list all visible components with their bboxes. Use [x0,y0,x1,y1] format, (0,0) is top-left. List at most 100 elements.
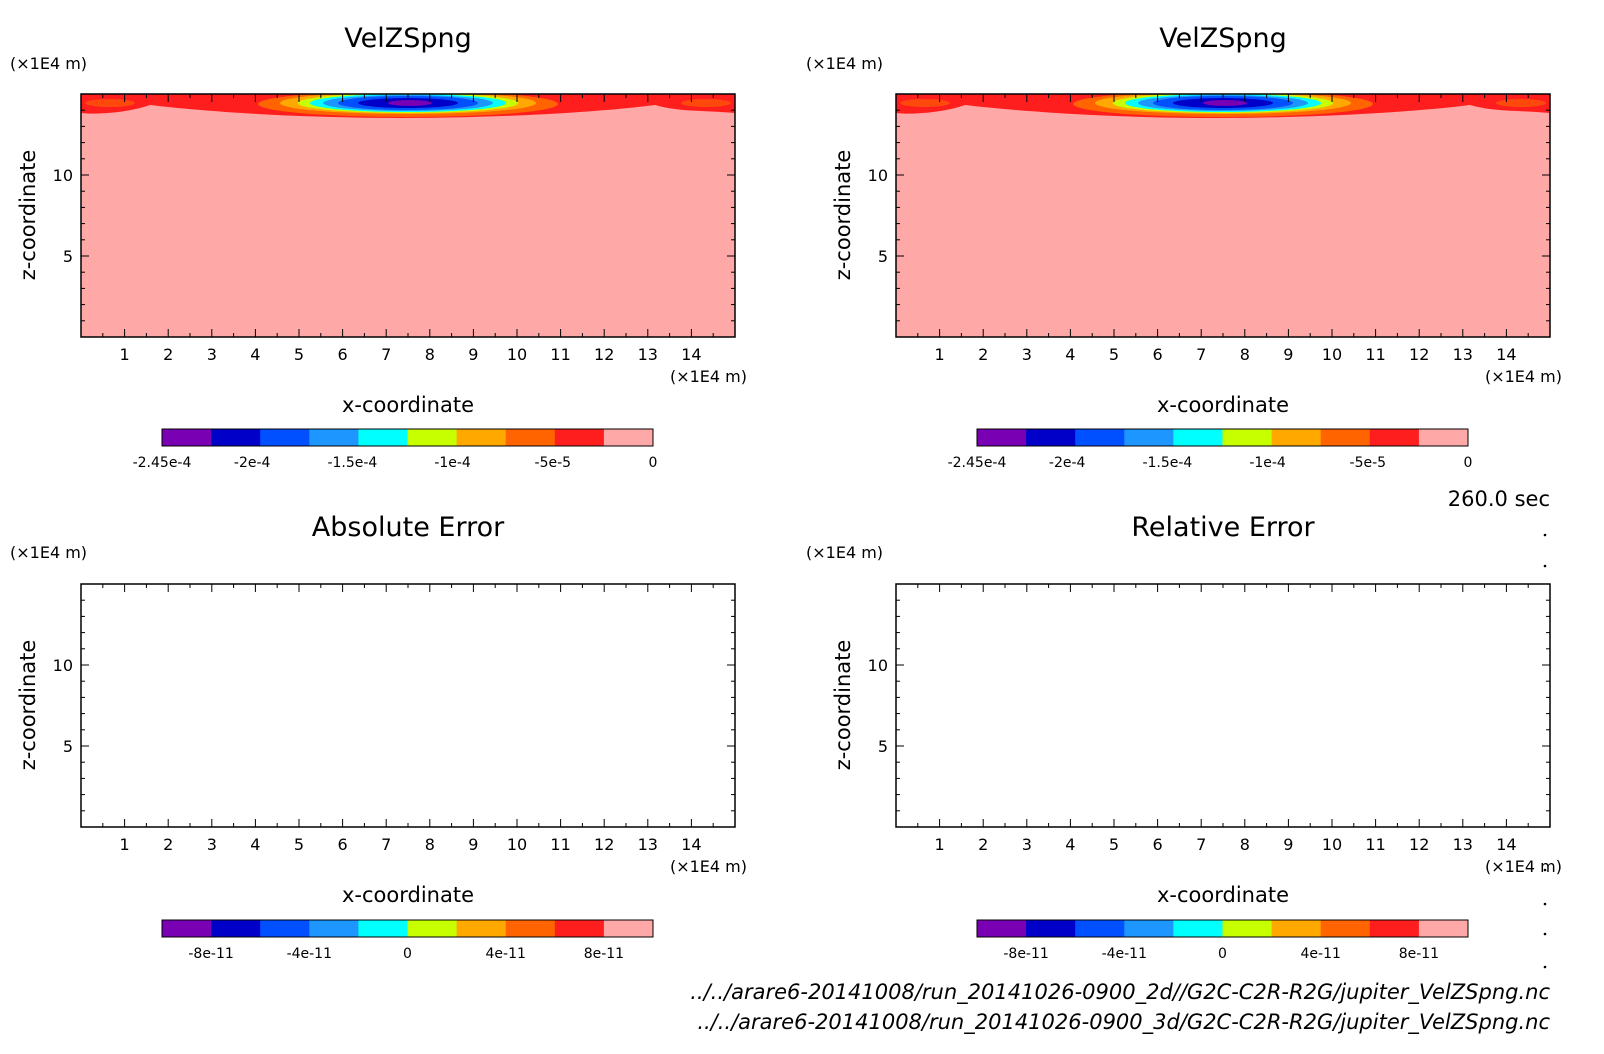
x-tick-label: 7 [381,835,391,854]
field-edge-red-left [85,99,135,107]
y-axis-label: z-coordinate [16,150,40,281]
colorbar-segment [1173,920,1223,937]
colorbar-segment [358,920,408,937]
colorbar-tick-label: -5e-5 [1350,455,1387,471]
x-tick-label: 2 [978,345,988,364]
colorbar-segment [603,429,654,446]
panel-title: VelZSpng [344,23,472,54]
file-path-2d: ../../arare6-20141008/run_20141026-0900_… [690,980,1550,1005]
colorbar-tick-label: -2.45e-4 [133,455,192,471]
y-tick-label: 10 [53,166,73,185]
y-unit-label: (×1E4 m) [10,543,87,562]
field-background [81,94,735,337]
colorbar-segment [1418,920,1469,937]
colorbar-tick-label: 8e-11 [584,946,624,962]
x-tick-label: 11 [1365,835,1385,854]
x-tick-label: 9 [1283,345,1293,364]
colorbar-tick-label: -2.45e-4 [948,455,1007,471]
colorbar-segment [1320,920,1371,937]
x-tick-label: 13 [638,345,658,364]
colorbar-segment [162,429,212,446]
x-tick-label: 10 [1322,345,1342,364]
colorbar-tick-label: 4e-11 [486,946,526,962]
field-background [896,94,1550,337]
field-edge-red-right [681,99,731,107]
x-tick-label: 5 [1109,345,1119,364]
x-tick-label: 1 [120,835,130,854]
colorbar-segment [1026,429,1076,446]
x-tick-label: 13 [638,835,658,854]
colorbar-segment [1173,429,1223,446]
x-tick-label: 2 [163,345,173,364]
colorbar-segment [1418,429,1469,446]
x-tick-label: 6 [338,835,348,854]
x-tick-label: 14 [1496,345,1516,364]
field-edge-red-left [900,99,950,107]
y-unit-label: (×1E4 m) [10,54,87,73]
x-tick-label: 4 [250,345,260,364]
x-tick-label: 12 [1409,835,1429,854]
colorbar-frame [161,428,654,447]
panel-title: Absolute Error [312,512,505,543]
colorbar-tick-label: 0 [649,455,658,471]
x-tick-label: 8 [1240,835,1250,854]
colorbar-segment [1369,429,1420,446]
colorbar-segment [407,429,458,446]
plot-frame [895,583,1551,828]
x-tick-label: 3 [1022,835,1032,854]
colorbar-tick-label: 0 [1218,946,1227,962]
x-tick-label: 11 [1365,345,1385,364]
colorbar-segment [456,429,507,446]
x-tick-label: 5 [294,345,304,364]
colorbar-tick-label: -8e-11 [1003,946,1048,962]
colorbar-segment [1124,429,1174,446]
colorbar-segment [1075,920,1125,937]
panel-title: VelZSpng [1159,23,1287,54]
colorbar: -8e-11 -4e-11 0 4e-11 8e-11 [161,919,654,962]
colorbar-segment [162,920,212,937]
x-unit-label: (×1E4 m) [1485,857,1562,876]
x-tick-label: 12 [1409,345,1429,364]
x-tick-label: 8 [1240,345,1250,364]
colorbar-segment [1320,429,1371,446]
x-tick-label: 1 [120,345,130,364]
x-axis-label: x-coordinate [1157,393,1289,417]
x-tick-label: 4 [250,835,260,854]
field-level-purple [1203,100,1247,106]
panel-velzspng-left: VelZSpng (×1E4 m) 1 2 3 4 5 6 7 8 9 10 11 12 13 14510… [10,23,747,471]
colorbar-segment [977,429,1027,446]
colorbar-segment [505,920,556,937]
file-path-3d: ../../arare6-20141008/run_20141026-0900_… [697,1010,1550,1035]
colorbar-frame [161,919,654,938]
colorbar-segment [309,429,359,446]
x-axis-label: x-coordinate [342,393,474,417]
colorbar-tick-label: -1.5e-4 [1142,455,1192,471]
y-tick-label: 5 [878,737,888,756]
x-tick-label: 12 [594,835,614,854]
x-tick-label: 6 [1153,345,1163,364]
x-tick-label: 4 [1065,345,1075,364]
x-tick-label: 5 [294,835,304,854]
x-tick-label: 10 [507,345,527,364]
x-unit-label: (×1E4 m) [670,857,747,876]
x-tick-label: 13 [1453,835,1473,854]
x-tick-label: 2 [163,835,173,854]
x-tick-label: 9 [468,345,478,364]
y-tick-label: 10 [53,656,73,675]
x-unit-label: (×1E4 m) [1485,367,1562,386]
y-tick-label: 10 [868,166,888,185]
x-tick-label: 13 [1453,345,1473,364]
x-tick-label: 3 [207,345,217,364]
y-tick-label: 10 [868,656,888,675]
x-tick-label: 14 [681,835,701,854]
x-tick-label: 10 [507,835,527,854]
colorbar: -2.45e-4 -2e-4 -1.5e-4 -1e-4 -5e-5 0 [133,428,658,471]
x-tick-label: 4 [1065,835,1075,854]
colorbar-segment [505,429,556,446]
colorbar-segment [1222,429,1273,446]
colorbar-segment [603,920,654,937]
x-tick-label: 7 [1196,835,1206,854]
x-tick-label: 6 [338,345,348,364]
